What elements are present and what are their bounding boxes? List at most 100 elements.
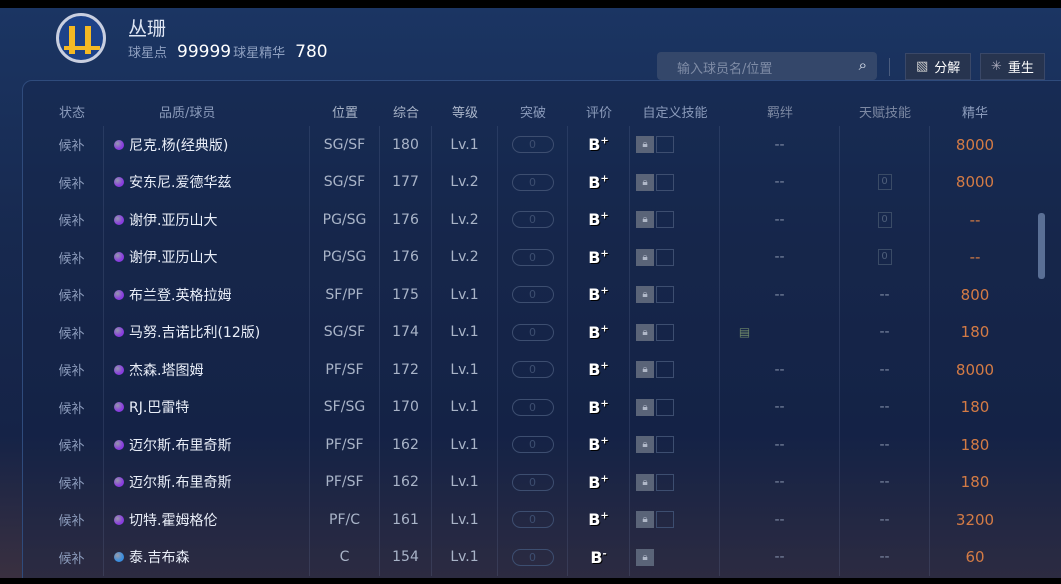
- talent-slot[interactable]: 0: [877, 174, 892, 191]
- skill-slot[interactable]: [656, 323, 674, 341]
- status: 候补: [40, 388, 104, 426]
- quality-dot: [114, 289, 124, 300]
- talent: --: [879, 474, 890, 491]
- table-row[interactable]: 候补 布兰登.英格拉姆 SF/PF 175 Lv.1 0 B+ 🔒︎ -- --…: [40, 276, 1020, 314]
- breakthrough: 0: [498, 201, 568, 239]
- player[interactable]: 泰.吉布森: [104, 538, 310, 576]
- player-name: 迈尔斯.布里奇斯: [129, 437, 232, 454]
- talent-slot[interactable]: 0: [877, 211, 892, 228]
- talent: --: [879, 361, 890, 378]
- lock-icon[interactable]: 🔒︎: [636, 511, 654, 529]
- skill-slot[interactable]: [656, 173, 674, 191]
- custom-skill: 🔒︎: [630, 201, 720, 239]
- lock-icon[interactable]: 🔒︎: [636, 136, 654, 154]
- lock-icon[interactable]: 🔒︎: [636, 398, 654, 416]
- decompose-button[interactable]: ▧ 分解: [905, 53, 972, 80]
- player[interactable]: 谢伊.亚历山大: [104, 238, 310, 276]
- player-name: 安东尼.爱德华兹: [129, 175, 232, 192]
- table-row[interactable]: 候补 泰.吉布森 C 154 Lv.1 0 B- 🔒︎ -- -- 60: [40, 538, 1020, 576]
- skill-slot[interactable]: [656, 211, 674, 229]
- user-name: 丛珊: [128, 18, 167, 40]
- player[interactable]: 布兰登.英格拉姆: [104, 276, 310, 314]
- player[interactable]: 安东尼.爱德华兹: [104, 163, 310, 201]
- quality-dot: [114, 177, 124, 188]
- skill-slot[interactable]: [656, 286, 674, 304]
- level: Lv.1: [432, 126, 498, 164]
- breakthrough-pill: 0: [511, 286, 554, 304]
- skill-slot[interactable]: [656, 511, 674, 529]
- status: 候补: [40, 426, 104, 464]
- rating: B-: [568, 538, 630, 576]
- rating-badge: B+: [588, 397, 609, 417]
- rating: B+: [568, 126, 630, 164]
- table-row[interactable]: 候补 安东尼.爱德华兹 SG/SF 177 Lv.2 0 B+ 🔒︎ -- 0 …: [40, 163, 1020, 201]
- status: 候补: [40, 276, 104, 314]
- overall: 162: [380, 463, 432, 501]
- custom-skill: 🔒︎: [630, 126, 720, 164]
- essence: 8000: [955, 135, 995, 154]
- table-row[interactable]: 候补 迈尔斯.布里奇斯 PF/SF 162 Lv.1 0 B+ 🔒︎ -- --…: [40, 426, 1020, 464]
- skill-slot[interactable]: [656, 436, 674, 454]
- lock-icon[interactable]: 🔒︎: [636, 286, 654, 304]
- essence: 180: [960, 398, 990, 417]
- rating-badge: B+: [588, 322, 609, 342]
- player[interactable]: 切特.霍姆格伦: [104, 501, 310, 539]
- status: 候补: [40, 201, 104, 239]
- talent-cell: --: [840, 538, 930, 576]
- search-placeholder: 输入球员名/位置: [677, 62, 773, 77]
- bond: --: [774, 474, 785, 491]
- table-row[interactable]: 候补 迈尔斯.布里奇斯 PF/SF 162 Lv.1 0 B+ 🔒︎ -- --…: [40, 463, 1020, 501]
- breakthrough: 0: [498, 276, 568, 314]
- lock-icon[interactable]: 🔒︎: [636, 473, 654, 491]
- skill-slot[interactable]: [656, 248, 674, 266]
- breakthrough: 0: [498, 313, 568, 351]
- lock-icon[interactable]: 🔒︎: [636, 548, 654, 566]
- table-row[interactable]: 候补 切特.霍姆格伦 PF/C 161 Lv.1 0 B+ 🔒︎ -- -- 3…: [40, 501, 1020, 539]
- skill-slot[interactable]: [656, 136, 674, 154]
- player-name: RJ.巴雷特: [129, 400, 190, 417]
- table-row[interactable]: 候补 尼克.杨(经典版) SG/SF 180 Lv.1 0 B+ 🔒︎ -- 8…: [40, 126, 1020, 164]
- essence-label: 球星精华: [233, 46, 286, 61]
- bond: --: [774, 361, 785, 378]
- table-row[interactable]: 候补 杰森.塔图姆 PF/SF 172 Lv.1 0 B+ 🔒︎ -- -- 8…: [40, 351, 1020, 389]
- bond-cell: --: [720, 238, 840, 276]
- talent-slot[interactable]: 0: [877, 249, 892, 266]
- position: PF/C: [310, 501, 380, 539]
- lock-icon[interactable]: 🔒︎: [636, 361, 654, 379]
- skill-slot[interactable]: [656, 398, 674, 416]
- player[interactable]: RJ.巴雷特: [104, 388, 310, 426]
- lock-icon[interactable]: 🔒︎: [636, 323, 654, 341]
- position: PF/SF: [310, 426, 380, 464]
- player[interactable]: 迈尔斯.布里奇斯: [104, 463, 310, 501]
- bond: --: [774, 174, 785, 191]
- table-row[interactable]: 候补 马努.吉诺比利(12版) SG/SF 174 Lv.1 0 B+ 🔒︎ ▤…: [40, 313, 1020, 351]
- skill-slot[interactable]: [656, 361, 674, 379]
- player[interactable]: 尼克.杨(经典版): [104, 126, 310, 164]
- player[interactable]: 谢伊.亚历山大: [104, 201, 310, 239]
- lock-icon[interactable]: 🔒︎: [636, 173, 654, 191]
- talent-cell: --: [840, 426, 930, 464]
- table-row[interactable]: 候补 RJ.巴雷特 SF/SG 170 Lv.1 0 B+ 🔒︎ -- -- 1…: [40, 388, 1020, 426]
- scrollbar[interactable]: [1038, 213, 1045, 279]
- player[interactable]: 马努.吉诺比利(12版): [104, 313, 310, 351]
- skill-slot[interactable]: [656, 473, 674, 491]
- overall: 154: [380, 538, 432, 576]
- search-input[interactable]: 输入球员名/位置 ⌕: [657, 52, 877, 80]
- talent-cell: --: [840, 501, 930, 539]
- rebirth-button[interactable]: ✳ 重生: [980, 53, 1045, 80]
- player[interactable]: 迈尔斯.布里奇斯: [104, 426, 310, 464]
- rating: B+: [568, 313, 630, 351]
- quality-dot: [114, 402, 124, 413]
- lock-icon[interactable]: 🔒︎: [636, 248, 654, 266]
- talent: --: [879, 286, 890, 303]
- table-row[interactable]: 候补 谢伊.亚历山大 PG/SG 176 Lv.2 0 B+ 🔒︎ -- 0 -…: [40, 201, 1020, 239]
- player[interactable]: 杰森.塔图姆: [104, 351, 310, 389]
- overall: 175: [380, 276, 432, 314]
- lock-icon[interactable]: 🔒︎: [636, 436, 654, 454]
- search-icon[interactable]: ⌕: [858, 56, 867, 74]
- custom-skill: 🔒︎: [630, 276, 720, 314]
- rating: B+: [568, 163, 630, 201]
- status: 候补: [40, 163, 104, 201]
- table-row[interactable]: 候补 谢伊.亚历山大 PG/SG 176 Lv.2 0 B+ 🔒︎ -- 0 -…: [40, 238, 1020, 276]
- lock-icon[interactable]: 🔒︎: [636, 211, 654, 229]
